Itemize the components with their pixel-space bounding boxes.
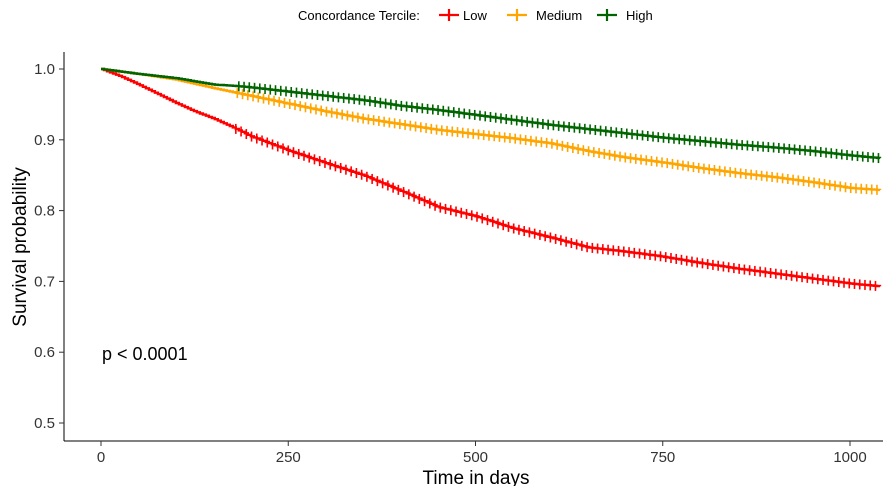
legend-key-low	[439, 9, 459, 21]
legend-label-high: High	[626, 8, 653, 23]
legend-title: Concordance Tercile:	[298, 8, 420, 23]
x-tick-label: 500	[463, 449, 488, 466]
series-high	[101, 67, 882, 164]
y-tick-label: 0.7	[34, 273, 55, 290]
x-tick-label: 0	[97, 449, 105, 466]
y-tick-label: 0.6	[34, 344, 55, 361]
p-value-annotation: p < 0.0001	[102, 344, 188, 364]
axis-ticks: 0 250 500 750 1000 0.5 0.6 0.7 0.8 0.9 1.0	[34, 61, 867, 466]
survival-line-medium	[101, 67, 882, 192]
series-low	[101, 67, 882, 291]
x-axis-title: Time in days	[423, 468, 530, 486]
legend-label-medium: Medium	[536, 8, 582, 23]
y-axis-title: Survival probability	[10, 167, 31, 327]
legend: Concordance Tercile: Low Medium High	[298, 8, 653, 23]
y-tick-label: 0.5	[34, 415, 55, 432]
x-tick-label: 250	[276, 449, 301, 466]
x-tick-label: 750	[650, 449, 675, 466]
legend-key-high	[597, 9, 617, 21]
x-tick-label: 1000	[833, 449, 866, 466]
y-tick-label: 1.0	[34, 61, 55, 78]
y-tick-label: 0.8	[34, 203, 55, 220]
survival-line-low	[101, 67, 882, 288]
series-layer	[101, 67, 882, 291]
y-tick-label: 0.9	[34, 132, 55, 149]
legend-label-low: Low	[463, 8, 487, 23]
series-medium	[101, 67, 882, 195]
legend-key-medium	[507, 9, 527, 21]
